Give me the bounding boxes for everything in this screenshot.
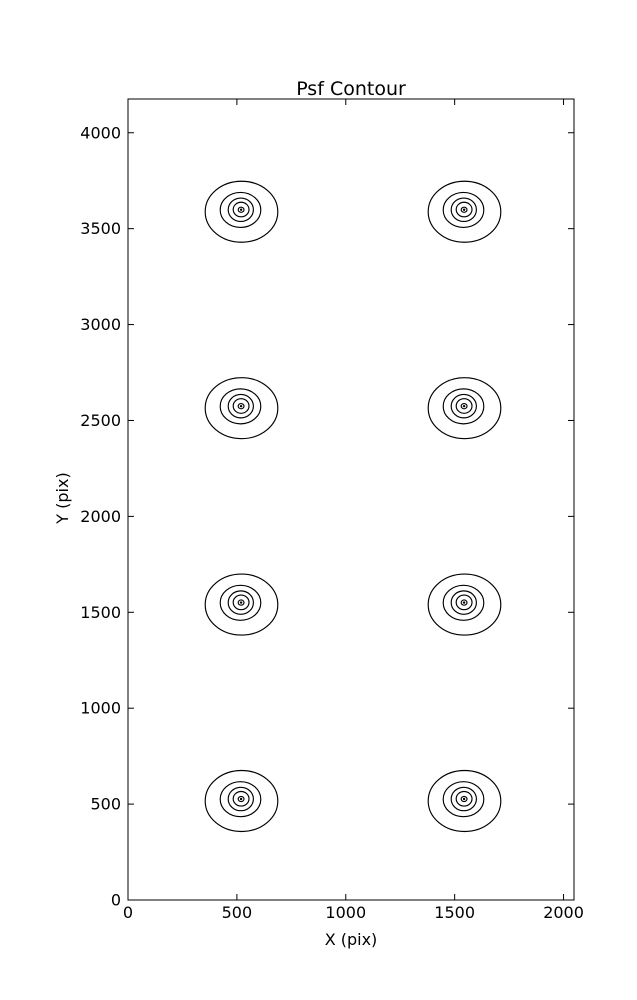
contour-ring <box>450 393 477 419</box>
axis-ticks <box>127 99 574 901</box>
contour-center-dot <box>239 797 243 801</box>
contour-ring <box>227 393 254 419</box>
contour-ring <box>219 191 262 229</box>
psf-contour-blob <box>427 769 502 833</box>
contour-ring <box>204 377 279 440</box>
axis-tick-labels: 0 500 1000 1500 2000 0 500 1000 1500 2000 2500 3000… <box>80 123 584 922</box>
contour-ring <box>219 388 262 425</box>
y-tick-label: 2000 <box>80 507 121 526</box>
psf-contour-blob <box>204 377 279 440</box>
contour-ring <box>427 769 502 833</box>
x-tick-label: 500 <box>222 903 253 922</box>
x-axis-label: X (pix) <box>325 930 378 949</box>
psf-contours <box>204 180 502 833</box>
contour-ring <box>460 599 468 606</box>
plot-title: Psf Contour <box>296 78 406 100</box>
contour-ring <box>460 206 468 213</box>
y-tick-label: 3000 <box>80 315 121 334</box>
psf-contour-blob <box>204 573 279 636</box>
y-axis-label: Y (pix) <box>53 472 72 524</box>
y-tick-label: 3500 <box>80 219 121 238</box>
contour-ring <box>237 795 245 803</box>
contour-ring <box>450 197 477 223</box>
y-tick-label: 0 <box>111 891 121 910</box>
contour-ring <box>455 790 473 807</box>
contour-center-dot <box>462 601 466 604</box>
contour-ring <box>227 590 254 615</box>
contour-ring <box>232 594 250 611</box>
contour-ring <box>442 781 485 818</box>
contour-center-dot <box>239 208 243 211</box>
contour-ring <box>455 201 473 218</box>
contour-ring <box>219 781 262 818</box>
contour-ring <box>219 584 262 621</box>
contour-ring <box>442 388 485 425</box>
axes-border <box>127 98 575 901</box>
contour-ring <box>227 197 254 223</box>
contour-ring <box>427 180 502 243</box>
contour-ring <box>204 180 279 243</box>
y-tick-label: 4000 <box>80 123 121 142</box>
contour-ring <box>427 377 502 440</box>
x-tick-label: 1000 <box>325 903 366 922</box>
contour-ring <box>455 594 473 611</box>
contour-ring <box>237 402 245 410</box>
contour-center-dot <box>239 404 243 408</box>
y-tick-label: 2500 <box>80 411 121 430</box>
psf-contour-blob <box>427 377 502 440</box>
contour-center-dot <box>462 208 466 211</box>
contour-ring <box>442 584 485 621</box>
contour-ring <box>232 201 250 218</box>
contour-ring <box>237 599 245 606</box>
contour-ring <box>460 402 468 410</box>
psf-contour-blob <box>204 769 279 833</box>
psf-contour-blob <box>427 573 502 636</box>
contour-ring <box>460 795 468 803</box>
contour-ring <box>237 206 245 213</box>
x-tick-label: 2000 <box>543 903 584 922</box>
y-tick-label: 1500 <box>80 603 121 622</box>
contour-ring <box>450 590 477 615</box>
psf-contour-blob <box>204 180 279 243</box>
y-tick-label: 500 <box>90 795 121 814</box>
y-tick-label: 1000 <box>80 699 121 718</box>
contour-ring <box>204 769 279 833</box>
contour-ring <box>232 790 250 807</box>
contour-center-dot <box>239 601 243 604</box>
contour-ring <box>232 398 250 414</box>
x-tick-label: 1500 <box>434 903 475 922</box>
contour-ring <box>455 398 473 414</box>
contour-ring <box>427 573 502 636</box>
x-tick-label: 0 <box>123 903 133 922</box>
contour-ring <box>204 573 279 636</box>
contour-ring <box>227 786 254 812</box>
contour-ring <box>442 191 485 229</box>
psf-contour-blob <box>427 180 502 243</box>
contour-ring <box>450 786 477 812</box>
contour-center-dot <box>462 797 466 801</box>
contour-center-dot <box>462 404 466 408</box>
